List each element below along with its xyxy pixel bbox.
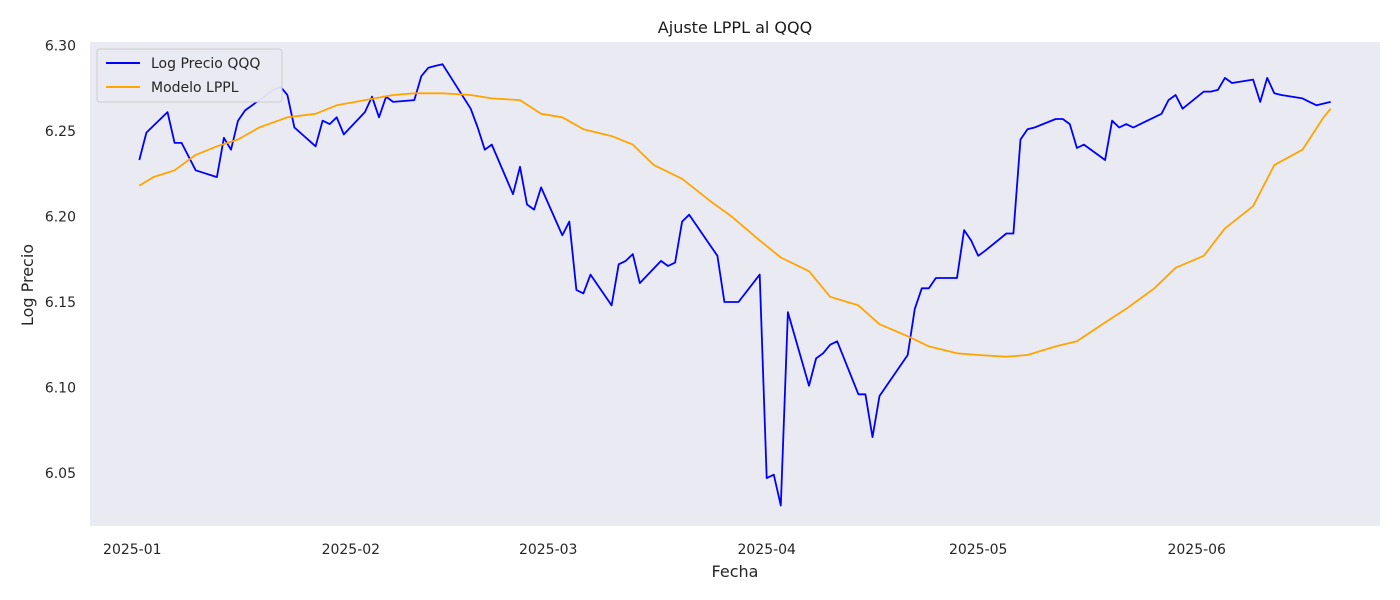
x-tick-label: 2025-06	[1167, 542, 1226, 558]
plot-area	[90, 42, 1380, 526]
legend-label-modelo-lppl: Modelo LPPL	[151, 80, 239, 96]
y-axis-label: Log Precio	[18, 244, 37, 326]
series-line-modelo-lppl	[138, 92, 1332, 358]
series-line-log-precio-qqq	[138, 63, 1331, 507]
x-tick-label: 2025-02	[322, 542, 381, 558]
y-axis: 6.05 6.10 6.15 6.20 6.25 6.30	[45, 38, 76, 482]
legend: Log Precio QQQ Modelo LPPL	[96, 48, 283, 103]
y-tick-label: 6.05	[45, 466, 76, 482]
y-tick-label: 6.15	[45, 295, 76, 311]
x-tick-label: 2025-05	[949, 542, 1008, 558]
chart-title: Ajuste LPPL al QQQ	[658, 18, 812, 37]
y-tick-label: 6.20	[45, 209, 76, 225]
legend-label-log-precio: Log Precio QQQ	[151, 56, 260, 72]
series-layer	[138, 63, 1332, 507]
y-tick-label: 6.10	[45, 380, 76, 396]
y-tick-label: 6.25	[45, 124, 76, 140]
x-axis-label: Fecha	[712, 562, 759, 581]
x-axis: 2025-01 2025-02 2025-03 2025-04 2025-05 2025-…	[103, 542, 1226, 558]
y-tick-label: 6.30	[45, 38, 76, 54]
legend-box	[96, 48, 283, 103]
x-tick-label: 2025-01	[103, 542, 162, 558]
x-tick-label: 2025-04	[737, 542, 796, 558]
x-tick-label: 2025-03	[519, 542, 578, 558]
